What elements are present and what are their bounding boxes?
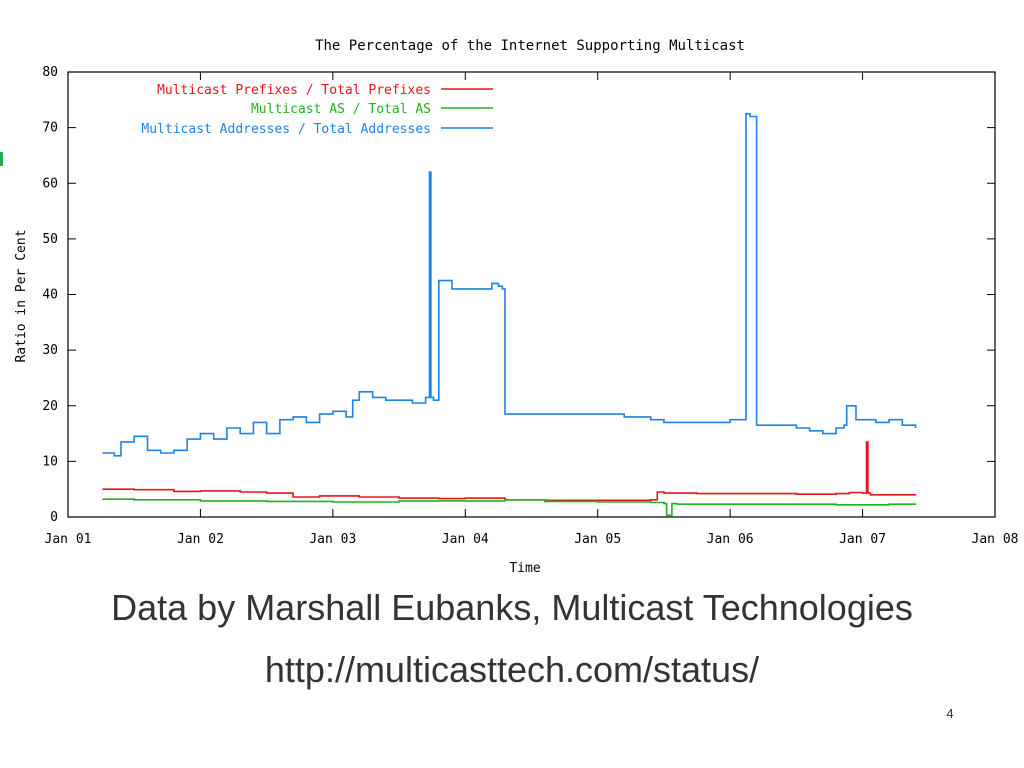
y-tick-label: 50 [42, 232, 58, 247]
multicast-chart: The Percentage of the Internet Supportin… [14, 38, 1019, 576]
series-lines [102, 112, 917, 517]
series-line-2 [102, 112, 917, 457]
x-tick-label: Jan 03 [309, 532, 356, 547]
y-tick-label: 30 [42, 343, 58, 358]
x-tick-label: Jan 02 [177, 532, 224, 547]
x-tick-label: Jan 07 [839, 532, 886, 547]
legend-label-1: Multicast AS / Total AS [251, 102, 431, 117]
y-tick-label: 0 [50, 510, 58, 525]
margin-mark [0, 152, 3, 166]
x-axis-label: Time [509, 561, 540, 576]
y-tick-label: 80 [42, 65, 58, 80]
y-tick-label: 10 [42, 454, 58, 469]
y-tick-label: 60 [42, 176, 58, 191]
y-tick-label: 70 [42, 121, 58, 136]
caption-url: http://multicasttech.com/status/ [264, 649, 760, 690]
caption-data-source: Data by Marshall Eubanks, Multicast Tech… [111, 587, 913, 628]
y-axis-ticks: 0 10 20 30 40 50 60 70 80 [42, 65, 995, 525]
x-tick-label: Jan 01 [45, 532, 92, 547]
legend-label-0: Multicast Prefixes / Total Prefixes [157, 83, 431, 98]
x-tick-label: Jan 05 [574, 532, 621, 547]
series-line-1 [102, 498, 917, 517]
plot-frame [67, 71, 996, 518]
x-tick-label: Jan 04 [442, 532, 489, 547]
legend-label-2: Multicast Addresses / Total Addresses [141, 122, 431, 137]
x-axis-ticks: Jan 01 Jan 02 Jan 03 Jan 04 Jan 05 Jan 06 Jan … [45, 72, 1019, 547]
series-line-0 [102, 441, 917, 502]
y-axis-label: Ratio in Per Cent [14, 229, 29, 362]
x-tick-label: Jan 06 [707, 532, 754, 547]
slide-number: 4 [946, 706, 954, 721]
x-tick-label: Jan 08 [972, 532, 1019, 547]
y-tick-label: 40 [42, 288, 58, 303]
y-tick-label: 20 [42, 399, 58, 414]
chart-title: The Percentage of the Internet Supportin… [315, 38, 745, 54]
chart-legend: Multicast Prefixes / Total Prefixes Multi… [141, 83, 493, 137]
